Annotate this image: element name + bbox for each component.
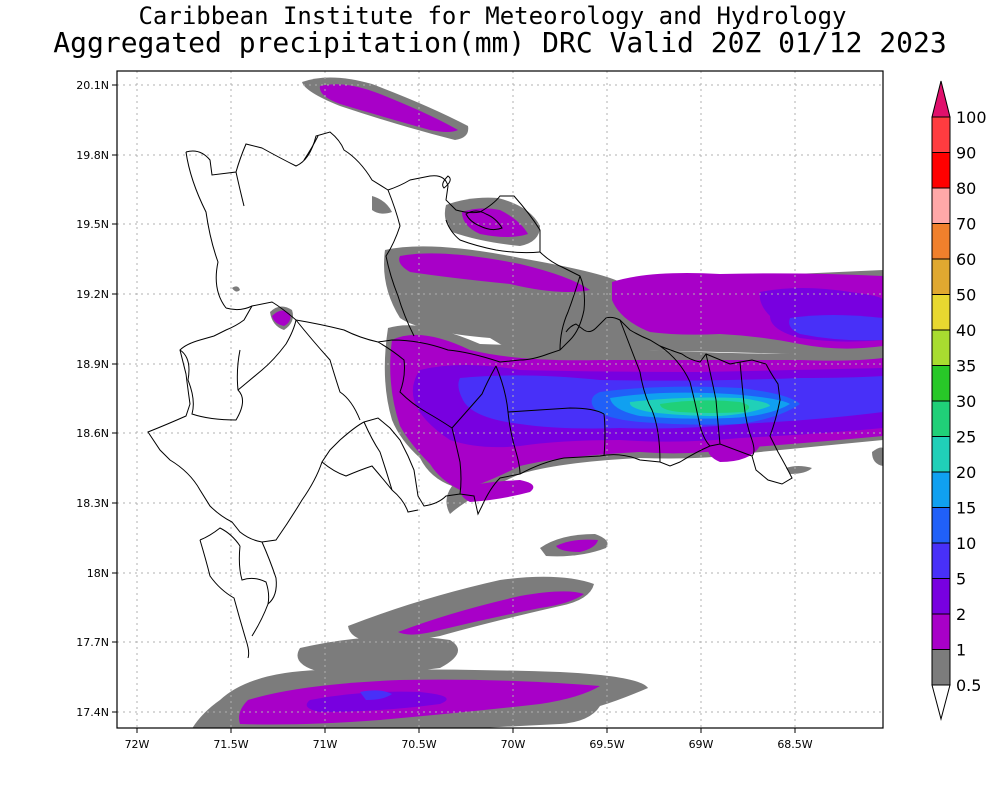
colorbar-label: 5: [956, 570, 966, 589]
internal-boundary: [377, 341, 427, 413]
internal-boundary: [507, 407, 605, 415]
colorbar-swatch: [931, 578, 951, 615]
lat-label: 18.6N: [76, 427, 109, 440]
colorbar-swatch: [931, 365, 951, 402]
chart-subtitle: Aggregated precipitation(mm) DRC Valid 2…: [53, 26, 947, 59]
lon-label: 71W: [313, 738, 338, 751]
colorbar-label: 100: [956, 108, 987, 127]
colorbar-label: 50: [956, 286, 976, 305]
colorbar-bottom-arrow: [931, 684, 951, 721]
internal-boundary: [739, 361, 755, 457]
colorbar-label: 25: [956, 428, 976, 447]
colorbar-label: 0.5: [956, 676, 981, 695]
lat-label: 19.8N: [76, 149, 109, 162]
internal-boundary: [425, 411, 462, 495]
internal-boundary: [199, 539, 250, 659]
colorbar-label: 40: [956, 321, 976, 340]
map-frame: [116, 70, 884, 729]
colorbar-label: 35: [956, 357, 976, 376]
colorbar-swatch: [931, 223, 951, 260]
internal-boundary: [619, 319, 661, 463]
colorbar-label: 60: [956, 250, 976, 269]
internal-boundary: [495, 365, 521, 475]
internal-boundary: [385, 189, 415, 337]
internal-boundary: [559, 275, 581, 351]
internal-boundary: [659, 345, 711, 447]
colorbar-label: 80: [956, 179, 976, 198]
island-small: [465, 210, 503, 231]
colorbar-swatch: [931, 400, 951, 437]
lat-labels: 20.1N 19.8N 19.5N 19.2N 18.9N 18.6N 18.3…: [76, 79, 109, 719]
colorbar-swatch: [931, 187, 951, 224]
internal-boundary: [363, 421, 393, 491]
internal-boundary: [238, 545, 270, 637]
internal-boundary: [295, 319, 361, 421]
precip-band-25mm: [660, 400, 750, 413]
lon-label: 69W: [689, 738, 714, 751]
colorbar-swatch: [931, 507, 951, 544]
colorbar-label: 2: [956, 605, 966, 624]
colorbar-swatch: [931, 649, 951, 686]
country-outline: [147, 131, 793, 543]
colorbar-swatch: [931, 542, 951, 579]
island-saona: [442, 175, 451, 189]
province-boundaries: [147, 131, 793, 659]
colorbar-swatch: [931, 613, 951, 650]
colorbar-top-arrow: [931, 80, 951, 118]
colorbar-swatch: [931, 116, 951, 153]
colorbar-label: 30: [956, 392, 976, 411]
internal-boundary: [451, 365, 497, 429]
lat-label: 19.2N: [76, 288, 109, 301]
colorbar: 100 90 80 70 60 50 40 35 30 25 20 15 10 5 2 1 0.5: [931, 80, 987, 721]
internal-boundary: [237, 319, 297, 391]
lat-label: 20.1N: [76, 79, 109, 92]
lon-label: 69.5W: [589, 738, 624, 751]
lat-label: 17.7N: [76, 636, 109, 649]
colorbar-swatch: [931, 152, 951, 189]
internal-boundary: [705, 353, 721, 445]
colorbar-swatch: [931, 329, 951, 366]
internal-boundary: [445, 219, 541, 254]
lat-label: 18N: [87, 567, 109, 580]
axis-ticks: [112, 84, 796, 733]
internal-boundary: [185, 151, 227, 309]
graticule: [117, 71, 883, 728]
internal-boundary: [225, 305, 253, 311]
colorbar-swatch: [931, 471, 951, 508]
colorbar-label: 15: [956, 499, 976, 518]
colorbar-swatch: [931, 294, 951, 331]
internal-boundary: [261, 541, 277, 605]
lon-label: 70W: [501, 738, 526, 751]
lon-label: 71.5W: [213, 738, 248, 751]
chart-title: Caribbean Institute for Meteorology and …: [138, 2, 847, 30]
colorbar-label: 70: [956, 215, 976, 234]
lat-label: 19.5N: [76, 218, 109, 231]
lat-label: 17.4N: [76, 706, 109, 719]
colorbar-label: 20: [956, 463, 976, 482]
lon-label: 70.5W: [401, 738, 436, 751]
lat-label: 18.9N: [76, 358, 109, 371]
colorbar-label: 10: [956, 534, 976, 553]
colorbar-label: 90: [956, 144, 976, 163]
colorbar-swatch: [931, 436, 951, 473]
lat-label: 18.3N: [76, 497, 109, 510]
internal-boundary: [321, 461, 419, 513]
internal-boundary: [199, 527, 241, 547]
lon-label: 72W: [125, 738, 150, 751]
internal-boundary: [235, 171, 245, 207]
precipitation-layer: [192, 77, 883, 728]
colorbar-label: 1: [956, 641, 966, 660]
internal-boundary: [603, 413, 606, 457]
lon-labels: 72W 71.5W 71W 70.5W 70W 69.5W 69W 68.5W: [125, 738, 813, 751]
lon-label: 68.5W: [777, 738, 812, 751]
internal-boundary: [303, 135, 319, 161]
colorbar-swatch: [931, 258, 951, 295]
internal-boundary: [179, 349, 243, 421]
